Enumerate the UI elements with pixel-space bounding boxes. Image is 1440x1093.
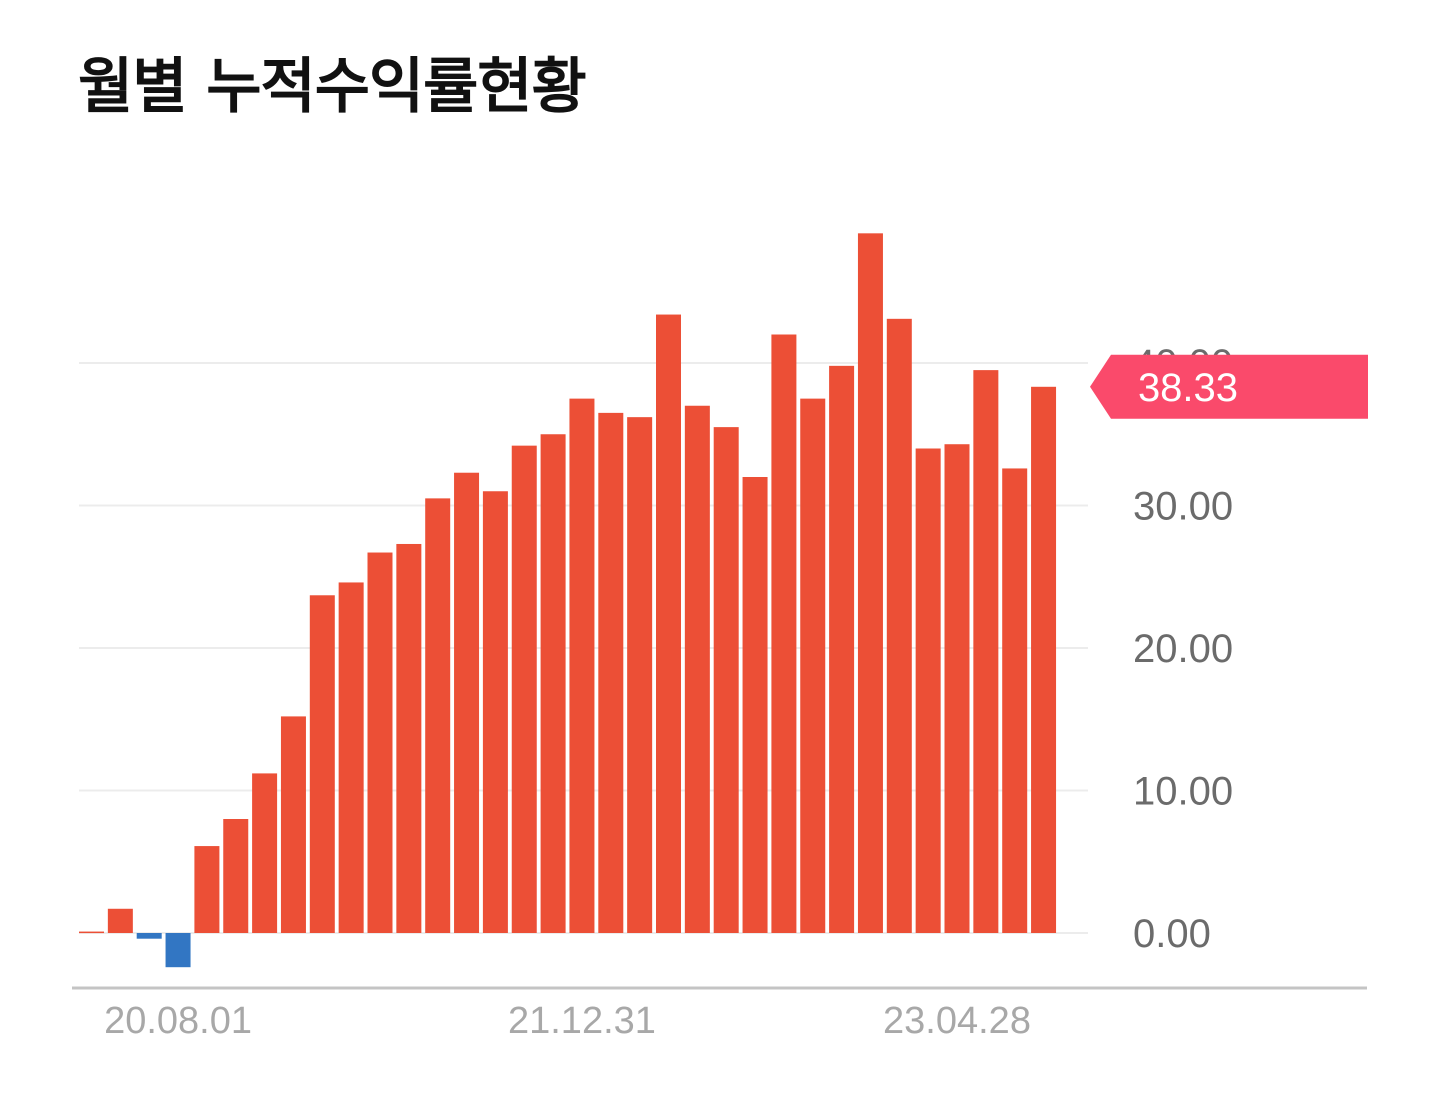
bar (915, 448, 941, 933)
current-value-badge: 38.33 (1090, 354, 1368, 419)
bar (944, 444, 970, 933)
bar (627, 417, 653, 933)
bar (396, 543, 422, 933)
bar (713, 427, 739, 933)
bar (79, 931, 104, 934)
bar (165, 933, 191, 968)
bar (829, 365, 855, 934)
current-value-marker (1090, 354, 1368, 419)
y-tick-label: 0.00 (1133, 912, 1211, 956)
bar (309, 595, 335, 933)
bar (598, 412, 624, 933)
y-tick-label: 10.00 (1133, 770, 1233, 814)
bar (454, 472, 480, 933)
bar (338, 582, 364, 933)
bar (223, 819, 249, 933)
bar (886, 318, 912, 933)
bar (280, 716, 306, 933)
x-tick-label: 23.04.28 (883, 1000, 1031, 1042)
bar (194, 846, 220, 933)
bar (857, 233, 883, 933)
y-tick-label: 20.00 (1133, 627, 1233, 671)
bar (771, 334, 797, 933)
bar (540, 434, 566, 933)
bar (656, 314, 681, 933)
bar (511, 445, 537, 933)
x-tick-label: 20.08.01 (104, 1000, 252, 1042)
chart-title: 월별 누적수익률현황 (78, 52, 587, 122)
bar (482, 491, 508, 933)
bar (800, 398, 826, 933)
bar (367, 552, 393, 933)
current-value-label: 38.33 (1138, 366, 1238, 410)
bar (425, 498, 451, 933)
bar (742, 477, 768, 933)
bar (252, 773, 278, 933)
bar (136, 933, 162, 939)
bar (1031, 386, 1057, 933)
bar (973, 370, 999, 933)
x-tick-label: 21.12.31 (508, 1000, 656, 1042)
bar (569, 398, 595, 933)
bar (684, 405, 710, 933)
bar (1002, 468, 1028, 933)
bar (107, 908, 133, 933)
y-tick-label: 30.00 (1133, 485, 1233, 529)
